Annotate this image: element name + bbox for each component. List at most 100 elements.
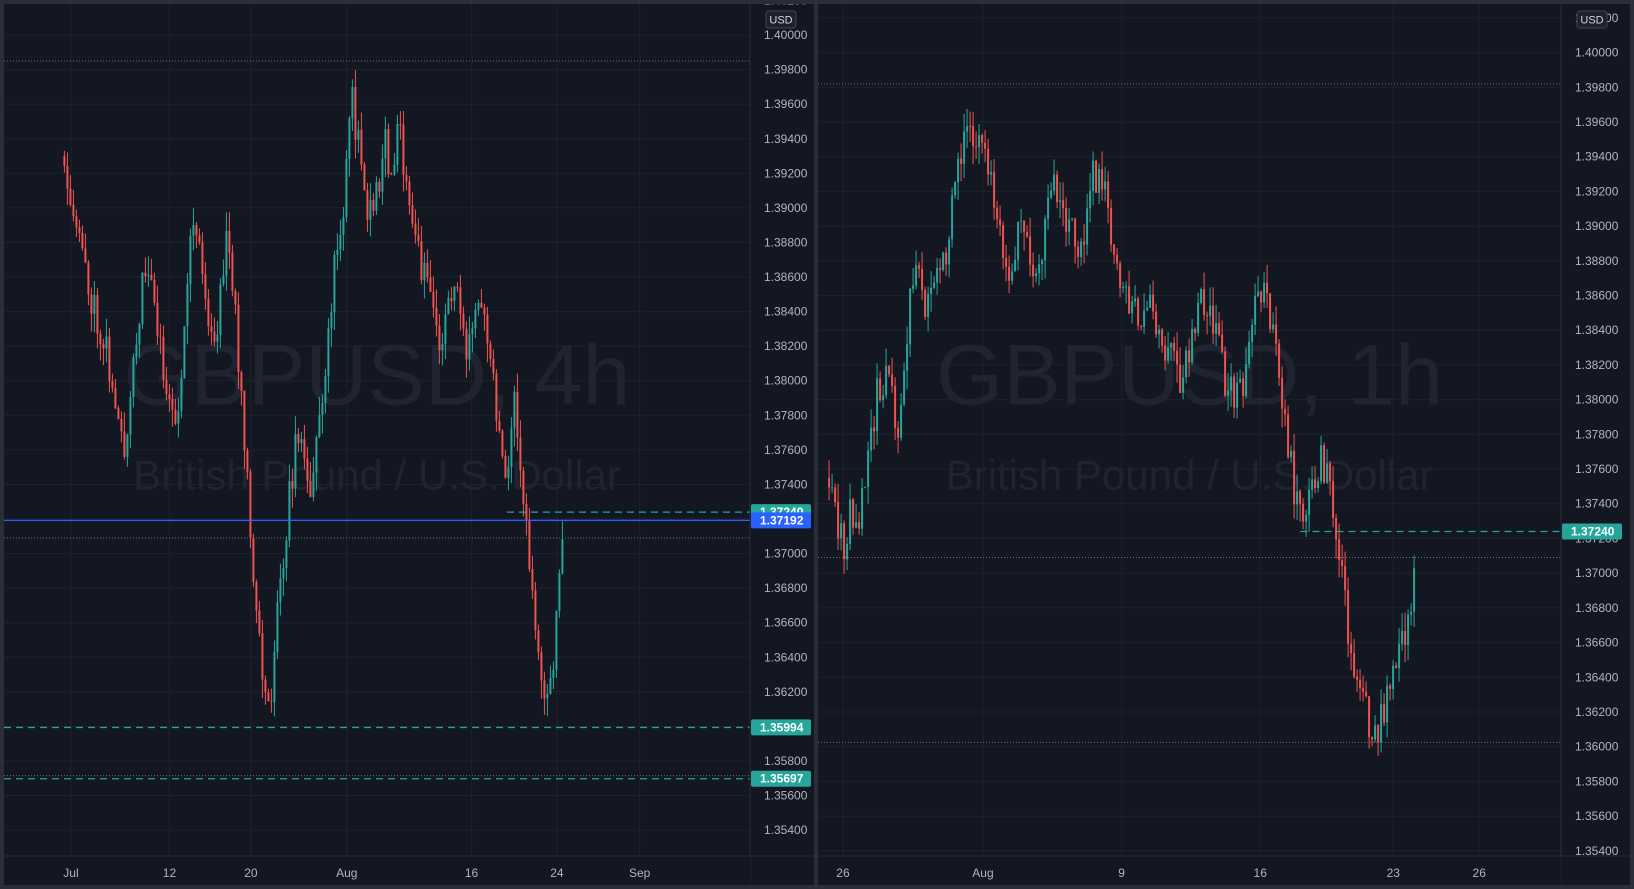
candle-body <box>1293 450 1296 505</box>
price-label-box <box>1562 523 1622 540</box>
price-label-box <box>751 770 811 787</box>
candle <box>1128 270 1131 315</box>
chart-pane-4h[interactable]: GBPUSD, 4h British Pound / U.S. Dollar 1.3… <box>4 4 814 885</box>
price-tick-label: 1.38600 <box>764 270 808 284</box>
candle-body <box>1185 350 1188 378</box>
candle-body <box>507 466 510 478</box>
candle-body <box>1230 376 1233 391</box>
candle <box>1197 292 1200 337</box>
candle-body <box>309 480 312 497</box>
candle-body <box>1149 294 1152 308</box>
candle <box>993 159 996 220</box>
candle-body <box>378 181 381 192</box>
candle-body <box>900 404 903 438</box>
candle <box>1344 551 1347 606</box>
price-tick-label: 1.39800 <box>1575 80 1619 94</box>
price-tick-label: 1.37800 <box>1575 427 1619 441</box>
candle <box>111 373 114 393</box>
candle <box>1395 662 1398 669</box>
candle-body <box>228 230 231 253</box>
candle <box>1212 287 1215 344</box>
candle <box>1335 513 1338 559</box>
candle <box>906 326 909 390</box>
candle-body <box>1290 450 1293 458</box>
time-axis-background <box>4 856 750 885</box>
candle-body <box>336 249 339 255</box>
candle-body <box>222 275 225 285</box>
candle-body <box>1209 305 1212 316</box>
candle-body <box>1320 445 1323 482</box>
candle <box>375 176 378 216</box>
candle <box>1392 660 1395 700</box>
candle-body <box>828 477 831 488</box>
candle <box>1044 215 1047 279</box>
candle <box>1056 170 1059 209</box>
candle-body <box>363 164 366 191</box>
candle-body <box>453 286 456 302</box>
candle-body <box>834 487 837 503</box>
candle <box>1029 217 1032 277</box>
candle <box>1317 477 1320 493</box>
candle <box>390 172 393 176</box>
candle <box>948 235 951 278</box>
candle <box>852 497 855 535</box>
candle <box>1362 675 1365 702</box>
candle-body <box>1203 289 1206 316</box>
candle-body <box>549 677 552 694</box>
candle-body <box>966 126 969 132</box>
candle <box>483 303 486 331</box>
candle-body <box>855 522 858 528</box>
price-tick-label: 1.36800 <box>1575 601 1619 615</box>
candle <box>480 288 483 308</box>
candle <box>294 416 297 498</box>
candle <box>444 303 447 360</box>
candle <box>426 249 429 283</box>
candle <box>1002 221 1005 270</box>
candle-body <box>1284 408 1287 415</box>
candle-body <box>1008 266 1011 281</box>
price-label: 1.37240 <box>1562 523 1622 540</box>
candle-body <box>1071 218 1074 220</box>
candle-body <box>225 230 228 276</box>
candle-body <box>489 343 492 359</box>
candle <box>240 370 243 406</box>
candle <box>876 363 879 445</box>
candle-body <box>963 131 966 164</box>
candle-body <box>1002 225 1005 258</box>
candle <box>1017 221 1020 271</box>
candle <box>372 193 375 217</box>
candle-body <box>933 282 936 288</box>
candle-body <box>528 520 531 570</box>
candle <box>1032 252 1035 288</box>
price-label-text: 1.35697 <box>760 772 804 786</box>
candle-body <box>486 314 489 344</box>
candle <box>1083 224 1086 264</box>
candle <box>912 268 915 294</box>
candle <box>555 610 558 679</box>
candle <box>360 112 363 171</box>
candle-body <box>993 172 996 208</box>
candle-body <box>1272 324 1275 330</box>
price-tick-label: 1.35800 <box>764 754 808 768</box>
candle <box>1113 243 1116 264</box>
candle <box>309 462 312 498</box>
candle <box>1326 448 1329 484</box>
candle-body <box>1053 174 1056 191</box>
chart-pane-1h[interactable]: GBPUSD, 1h British Pound / U.S. Dollar 1.3… <box>818 4 1630 885</box>
candle <box>393 153 396 176</box>
candle-body <box>345 159 348 218</box>
candle-body <box>1365 691 1368 697</box>
candle-body <box>840 523 843 539</box>
price-tick-label: 1.38200 <box>1575 358 1619 372</box>
currency-badge-box <box>765 10 797 29</box>
grid <box>818 4 1561 856</box>
price-label-text: 1.37192 <box>760 513 804 527</box>
candle <box>1260 290 1263 313</box>
candle <box>126 433 129 467</box>
candle <box>348 116 351 177</box>
time-tick-label: 20 <box>244 866 258 880</box>
candle <box>540 646 543 699</box>
price-tick-label: 1.37800 <box>764 408 808 422</box>
chart-4h[interactable]: GBPUSD, 4h British Pound / U.S. Dollar 1.3… <box>4 4 814 885</box>
